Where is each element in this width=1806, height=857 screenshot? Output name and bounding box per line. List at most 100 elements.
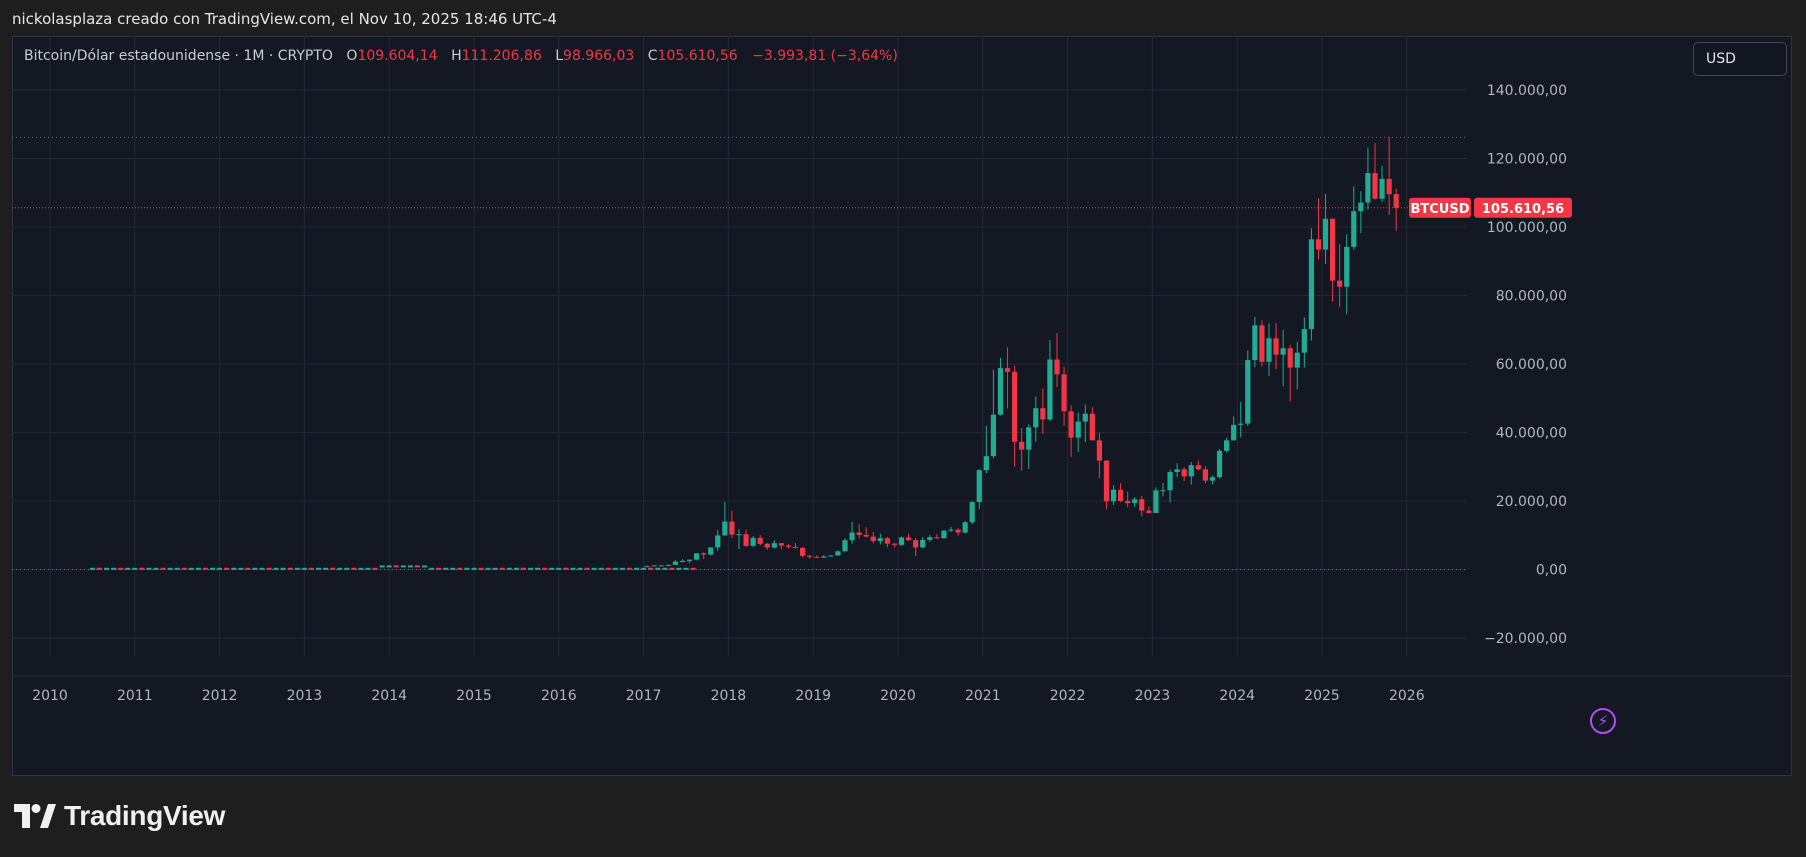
candle-early <box>280 567 286 570</box>
logo-text: TradingView <box>64 800 226 831</box>
candle-early <box>111 567 117 570</box>
candle-body <box>1294 352 1300 368</box>
candle-early <box>139 567 145 570</box>
candle-body <box>679 561 686 563</box>
candle-early <box>450 567 456 570</box>
candle-early <box>301 567 307 570</box>
candle-body <box>955 529 961 533</box>
candle-early <box>146 567 152 570</box>
candle-early <box>612 567 618 570</box>
x-tick-label: 2018 <box>711 688 747 704</box>
candle-body <box>1040 408 1046 420</box>
candle-early <box>252 567 258 570</box>
candle-body <box>1118 489 1124 501</box>
candle-early <box>641 567 647 570</box>
candle-body <box>672 561 678 565</box>
candle-body <box>870 536 876 542</box>
candle-body <box>1301 329 1307 353</box>
candle-early <box>231 567 237 570</box>
x-tick-label: 2015 <box>456 688 492 704</box>
candle-body <box>1337 280 1343 287</box>
high-label: H <box>451 48 462 64</box>
candle-body <box>1280 348 1286 355</box>
candle-early <box>125 567 131 570</box>
x-tick-label: 2012 <box>202 688 238 704</box>
change-value: −3.993,81 (−3,64%) <box>752 48 898 64</box>
lightning-icon[interactable]: ⚡ <box>1590 708 1616 734</box>
candle-early <box>188 567 194 570</box>
candle-body <box>1386 178 1392 195</box>
candle-early <box>457 567 463 570</box>
currency-button[interactable]: USD <box>1693 42 1787 76</box>
candle-body <box>913 540 919 548</box>
candle-early <box>436 567 442 570</box>
symbol-tag-text: BTCUSD <box>1410 202 1469 217</box>
candle-early <box>683 567 689 570</box>
candle-body <box>976 470 982 503</box>
candle-body <box>1096 440 1102 461</box>
tradingview-logo[interactable]: TradingView <box>14 800 225 832</box>
candle-early <box>238 567 244 570</box>
candle-body <box>1266 338 1272 362</box>
candle-body <box>1259 325 1265 362</box>
candle-body <box>997 368 1004 415</box>
candle-body <box>1344 246 1350 287</box>
candle-body <box>1224 440 1230 451</box>
candle-body <box>948 529 954 531</box>
candle-early <box>634 567 640 570</box>
candle-body <box>757 537 763 544</box>
x-tick-label: 2020 <box>880 688 916 704</box>
candle-body <box>906 537 912 541</box>
candle-early <box>598 567 604 570</box>
x-tick-label: 2014 <box>371 688 407 704</box>
price-chart[interactable]: 140.000,00 120.000,00 100.000,00 80.000,00 6… <box>12 36 1792 776</box>
candle-body <box>849 532 855 541</box>
y-tick-label: 20.000,00 <box>1496 494 1567 510</box>
candle-early <box>542 567 548 570</box>
attribution-text: nickolasplaza creado con TradingView.com… <box>12 10 557 28</box>
candle-early <box>570 567 576 570</box>
candle-body <box>778 543 784 546</box>
candle-body <box>1089 413 1095 441</box>
candle-body <box>736 534 742 536</box>
symbol-tag-bg <box>1409 197 1471 218</box>
chart-pane[interactable] <box>12 36 1792 776</box>
candle-body <box>644 566 650 568</box>
candle-body <box>1322 218 1329 250</box>
candle-body <box>969 502 975 523</box>
candle-body <box>891 543 898 545</box>
candle-early <box>443 567 449 570</box>
candle-early <box>245 567 251 570</box>
candle-early <box>605 567 611 570</box>
candle-early <box>393 565 399 568</box>
candle-early <box>337 567 343 570</box>
candle-early <box>513 567 519 570</box>
candle-early <box>485 567 491 570</box>
candle-body <box>962 522 968 533</box>
candle-early <box>563 567 569 570</box>
candle-body <box>941 530 947 539</box>
candle-body <box>1195 465 1201 470</box>
candle-early <box>104 567 110 570</box>
candle-body <box>821 556 827 558</box>
x-tick-label: 2017 <box>626 688 662 704</box>
candle-early <box>400 565 406 568</box>
candle-early <box>556 567 562 570</box>
candle-body <box>1061 374 1067 412</box>
candle-early <box>308 567 314 570</box>
candle-body <box>835 551 841 556</box>
candle-early <box>471 567 477 570</box>
candle-early <box>266 567 272 570</box>
price-tag-text: 105.610,56 <box>1482 202 1564 217</box>
symbol-label[interactable]: Bitcoin/Dólar estadounidense · 1M · CRYP… <box>24 48 333 64</box>
candle-body <box>1351 211 1357 247</box>
candle-early <box>386 565 392 568</box>
x-tick-label: 2022 <box>1050 688 1086 704</box>
candle-body <box>877 538 883 542</box>
candle-early <box>217 567 223 570</box>
candle-early <box>676 567 682 570</box>
candle-body <box>927 537 933 540</box>
candle-early <box>96 567 102 570</box>
candle-early <box>506 567 512 570</box>
x-tick-label: 2010 <box>32 688 68 704</box>
